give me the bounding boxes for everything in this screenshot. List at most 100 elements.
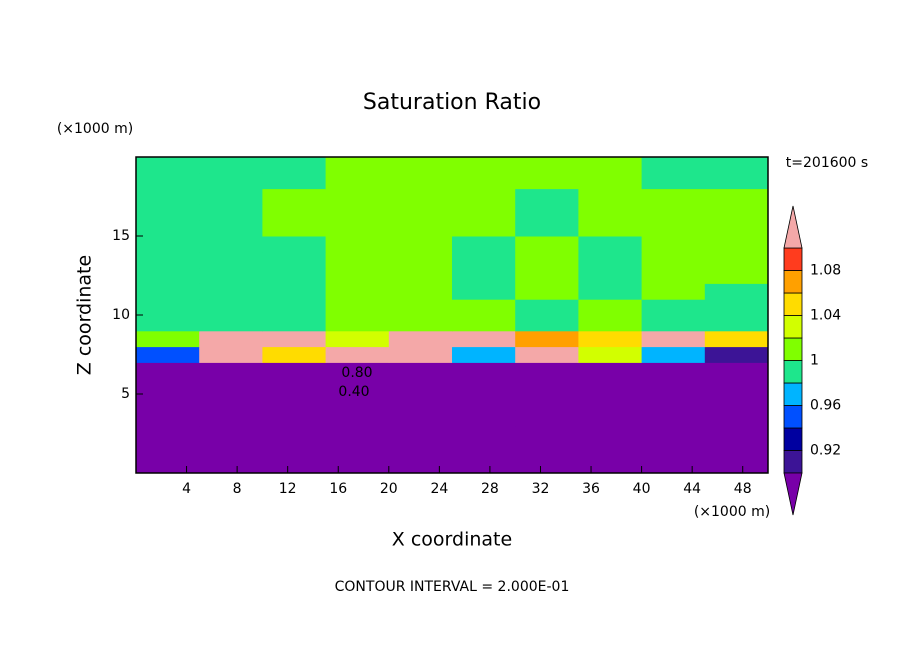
- field-cell: [325, 267, 390, 284]
- field-cell: [388, 299, 453, 316]
- field-cell: [136, 457, 200, 474]
- field-cell: [515, 378, 579, 395]
- field-cell: [262, 346, 327, 363]
- field-cell: [452, 220, 516, 237]
- field-cell: [641, 204, 706, 221]
- field-cell: [325, 188, 390, 205]
- field-cell: [325, 204, 390, 221]
- field-cell: [262, 251, 327, 269]
- x-tick-label: 40: [633, 481, 651, 497]
- colorbar-tick-label: 1: [810, 353, 819, 369]
- field-cell: [515, 315, 579, 332]
- x-unit: (×1000 m): [694, 504, 770, 520]
- field-cell: [641, 251, 706, 269]
- contour-label: 0.80: [341, 365, 372, 381]
- field-cell: [262, 236, 327, 253]
- field-cell: [199, 283, 263, 300]
- field-cell: [136, 299, 200, 316]
- field-cell: [136, 346, 200, 363]
- field-cell: [641, 220, 706, 237]
- field-cell: [136, 441, 200, 458]
- field-cell: [704, 425, 769, 442]
- field-cell: [578, 220, 643, 237]
- field-cell: [199, 394, 263, 411]
- field-cell: [262, 457, 327, 474]
- field-cell: [199, 220, 263, 237]
- field-cell: [452, 362, 516, 379]
- field-cell: [578, 362, 643, 379]
- field-cell: [578, 236, 643, 253]
- field-cell: [704, 346, 769, 363]
- field-cell: [262, 220, 327, 237]
- field-cell: [136, 330, 200, 348]
- field-cell: [388, 409, 453, 427]
- field-cell: [641, 441, 706, 458]
- field-cell: [515, 299, 579, 316]
- field-cell: [578, 188, 643, 205]
- field-cell: [325, 172, 390, 190]
- field-cell: [578, 457, 643, 474]
- field-cell: [262, 378, 327, 395]
- field-cell: [641, 299, 706, 316]
- field-cell: [388, 157, 453, 174]
- field-cell: [452, 251, 516, 269]
- field-cell: [704, 299, 769, 316]
- field-cell: [199, 157, 263, 174]
- field-cell: [704, 251, 769, 269]
- field-cell: [704, 378, 769, 395]
- field-cell: [578, 251, 643, 269]
- field-cell: [452, 188, 516, 205]
- field-cell: [325, 378, 390, 395]
- field-cell: [388, 267, 453, 284]
- field-cell: [641, 457, 706, 474]
- chart-title: Saturation Ratio: [363, 90, 541, 115]
- field-cell: [199, 409, 263, 427]
- x-axis-label: X coordinate: [392, 529, 512, 551]
- field-cell: [578, 346, 643, 363]
- field-cell: [578, 299, 643, 316]
- field-cell: [641, 188, 706, 205]
- field-cell: [136, 425, 200, 442]
- field-cell: [452, 409, 516, 427]
- field-cell: [388, 441, 453, 458]
- x-tick-label: 32: [532, 481, 550, 497]
- field-cell: [199, 267, 263, 284]
- x-tick-label: 12: [279, 481, 297, 497]
- field-cell: [388, 220, 453, 237]
- field-cell: [199, 251, 263, 269]
- field-cell: [388, 425, 453, 442]
- field-cell: [452, 330, 516, 348]
- colorbar-band: [783, 360, 803, 384]
- field-cell: [704, 236, 769, 253]
- field-cell: [452, 267, 516, 284]
- field-cell: [515, 330, 579, 348]
- field-cell: [452, 283, 516, 300]
- field-cell: [262, 188, 327, 205]
- field-cell: [641, 409, 706, 427]
- field-cell: [578, 157, 643, 174]
- x-tick-label: 28: [481, 481, 499, 497]
- field-cell: [262, 394, 327, 411]
- x-tick-label: 8: [233, 481, 242, 497]
- field-cell: [515, 425, 579, 442]
- field-cell: [578, 283, 643, 300]
- field-cell: [388, 283, 453, 300]
- colorbar-band: [783, 382, 803, 406]
- x-tick-label: 20: [380, 481, 398, 497]
- field-cell: [704, 172, 769, 190]
- y-tick-label: 5: [121, 386, 130, 402]
- colorbar-over: [783, 205, 803, 249]
- colorbar-tick-label: 0.96: [810, 398, 841, 414]
- field-cell: [325, 157, 390, 174]
- y-tick-label: 10: [112, 307, 130, 323]
- field-cell: [136, 362, 200, 379]
- field-cell: [641, 236, 706, 253]
- field-cell: [578, 394, 643, 411]
- field-cell: [262, 172, 327, 190]
- field-cell: [136, 394, 200, 411]
- field-cell: [515, 441, 579, 458]
- field-cell: [325, 283, 390, 300]
- field-cell: [199, 346, 263, 363]
- colorbar-band: [783, 427, 803, 451]
- field-cell: [199, 457, 263, 474]
